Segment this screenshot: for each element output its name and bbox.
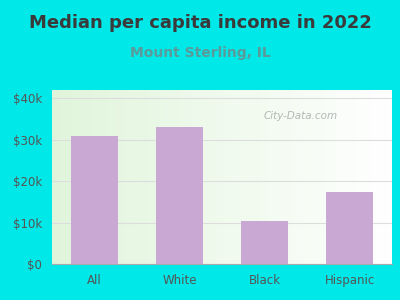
Bar <box>326 191 373 264</box>
Bar <box>241 220 288 264</box>
Bar <box>156 127 203 264</box>
Text: Mount Sterling, IL: Mount Sterling, IL <box>130 46 270 61</box>
Bar <box>71 136 118 264</box>
Text: Median per capita income in 2022: Median per capita income in 2022 <box>28 14 372 32</box>
Text: City-Data.com: City-Data.com <box>263 111 337 121</box>
